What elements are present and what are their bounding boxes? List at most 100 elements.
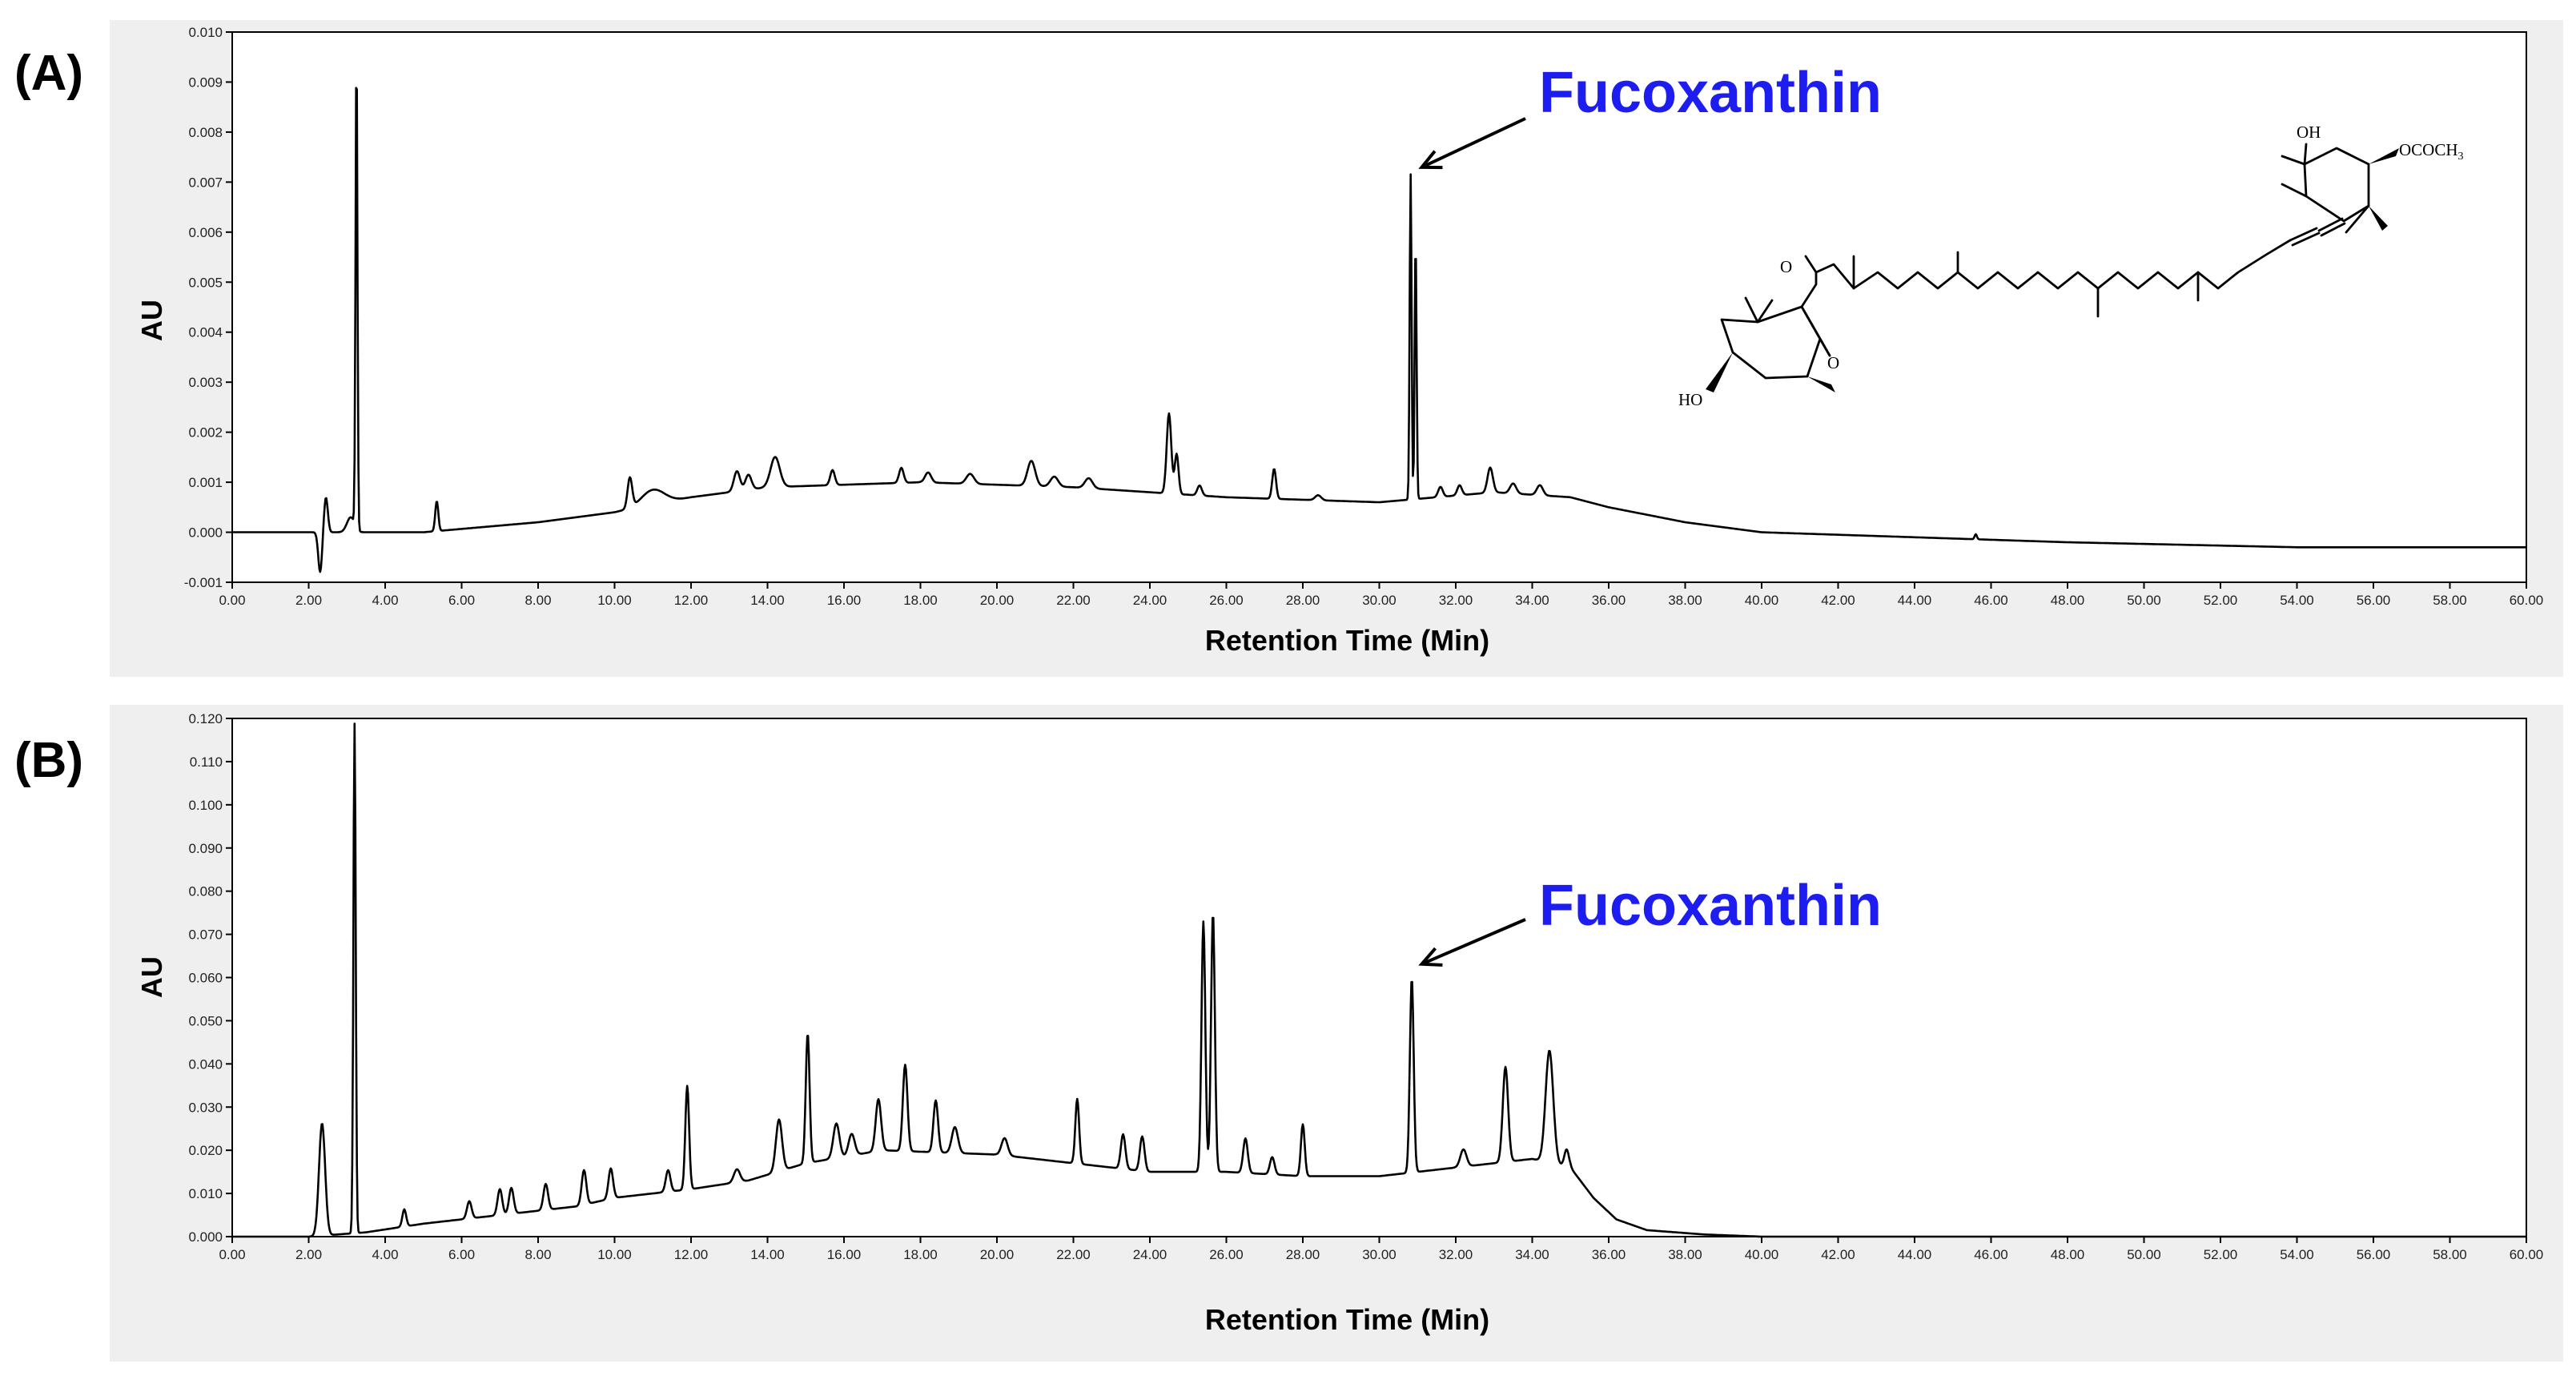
- x-tick-label: 52.00: [2204, 593, 2238, 608]
- panel-label: (B): [14, 733, 83, 788]
- x-tick-label: 8.00: [524, 593, 551, 608]
- y-tick-label: 0.007: [188, 175, 223, 190]
- x-tick-label: 18.00: [903, 1247, 938, 1262]
- x-tick-label: 28.00: [1286, 1247, 1320, 1262]
- y-axis-label: AU: [135, 956, 168, 998]
- y-tick-label: 0.009: [188, 74, 223, 90]
- x-tick-label: 24.00: [1133, 1247, 1167, 1262]
- x-tick-label: 12.00: [674, 1247, 709, 1262]
- x-tick-label: 50.00: [2127, 1247, 2161, 1262]
- panel-label: (A): [14, 46, 83, 101]
- x-tick-label: 32.00: [1439, 593, 1473, 608]
- x-tick-label: 34.00: [1515, 593, 1549, 608]
- x-tick-label: 22.00: [1056, 593, 1091, 608]
- x-tick-label: 44.00: [1898, 1247, 1932, 1262]
- x-tick-label: 24.00: [1133, 593, 1167, 608]
- x-tick-label: 44.00: [1898, 593, 1932, 608]
- y-tick-label: 0.080: [188, 884, 223, 899]
- y-tick-label: 0.110: [190, 754, 223, 770]
- y-tick-label: 0.002: [188, 425, 223, 441]
- ring-methyl-1: [1744, 296, 1759, 324]
- ring-methyl-2: [1756, 299, 1774, 324]
- x-tick-label: 2.00: [295, 593, 322, 608]
- x-tick-label: 48.00: [2051, 593, 2085, 608]
- y-tick-label: 0.070: [188, 927, 223, 943]
- x-tick-label: 26.00: [1209, 1247, 1244, 1262]
- x-tick-label: 2.00: [295, 1247, 322, 1262]
- x-tick-label: 34.00: [1515, 1247, 1549, 1262]
- y-tick-label: 0.005: [188, 275, 223, 290]
- fucoxanthin-annotation: Fucoxanthin: [1539, 874, 1882, 938]
- x-tick-label: 6.00: [448, 593, 475, 608]
- annotation-arrow: [1421, 918, 1526, 966]
- panel-b: 0.000 0.010 0.020 0.030 0.040 0.050 0.060 0.070…: [14, 705, 2563, 1362]
- x-tick-label: 54.00: [2280, 593, 2314, 608]
- x-tick-label: 56.00: [2357, 593, 2391, 608]
- x-tick-label: 36.00: [1592, 1247, 1626, 1262]
- x-tick-label: 46.00: [1974, 593, 2008, 608]
- x-tick-label: 14.00: [750, 593, 785, 608]
- allene-bond-2: [2317, 217, 2344, 232]
- y-tick-label: 0.120: [188, 711, 223, 726]
- x-tick-label: 38.00: [1668, 1247, 1702, 1262]
- x-tick-label: 4.00: [372, 593, 398, 608]
- x-tick-label: 58.00: [2433, 593, 2467, 608]
- x-tick-label: 60.00: [2510, 593, 2544, 608]
- y-tick-label: 0.090: [188, 841, 223, 856]
- structure-inset: HO O O OH OCOCH3: [1653, 123, 2495, 445]
- y-tick-label: 0.000: [188, 525, 223, 541]
- chromatogram-trace: [231, 87, 2527, 573]
- right-ring-methyl-3: [2281, 155, 2306, 166]
- x-tick-label: 48.00: [2051, 1247, 2085, 1262]
- y-tick-label: 0.001: [188, 475, 223, 490]
- y-tick-label: 0.008: [188, 125, 223, 140]
- y-tick-label: 0.050: [188, 1013, 223, 1028]
- x-tick-label: 32.00: [1439, 1247, 1473, 1262]
- x-tick-label: 6.00: [448, 1247, 475, 1262]
- annotation-arrow: [1421, 117, 1526, 169]
- fucoxanthin-annotation: Fucoxanthin: [1539, 61, 1882, 125]
- x-tick-label: 58.00: [2433, 1247, 2467, 1262]
- x-tick-label: 36.00: [1592, 593, 1626, 608]
- structure-box: [1653, 132, 2495, 445]
- right-ring-methyl-1: [2281, 183, 2308, 198]
- x-tick-label: 10.00: [597, 1247, 632, 1262]
- x-tick-label: 56.00: [2357, 1247, 2391, 1262]
- ho-wedge: [1706, 352, 1733, 392]
- x-tick-label: 4.00: [372, 1247, 398, 1262]
- y-tick-label: 0.003: [188, 375, 223, 390]
- x-tick-label: 0.00: [219, 1247, 245, 1262]
- y-tick-label: 0.030: [188, 1100, 223, 1115]
- epoxide-bond-2: [1818, 337, 1831, 357]
- x-tick-label: 42.00: [1821, 1247, 1855, 1262]
- y-tick-label: 0.020: [188, 1143, 223, 1158]
- y-tick-label: 0.100: [188, 798, 223, 813]
- x-tick-label: 40.00: [1745, 1247, 1779, 1262]
- x-tick-label: 20.00: [980, 593, 1015, 608]
- x-tick-label: 46.00: [1974, 1247, 2008, 1262]
- x-tick-label: 18.00: [903, 593, 938, 608]
- x-tick-label: 12.00: [674, 593, 709, 608]
- x-tick-label: 30.00: [1362, 593, 1397, 608]
- ho-label: HO: [1678, 390, 1702, 409]
- polyene-chain: [1800, 239, 2292, 308]
- allene-bond-1: [2289, 227, 2318, 242]
- oh-label: OH: [2297, 123, 2321, 142]
- x-tick-label: 22.00: [1056, 1247, 1091, 1262]
- x-tick-label: 40.00: [1745, 593, 1779, 608]
- x-tick-label: 8.00: [524, 1247, 551, 1262]
- acetate-label: OCOCH3: [2399, 140, 2464, 163]
- annotation-arrowhead: [1418, 947, 1443, 967]
- ketone-bond: [1804, 255, 1818, 274]
- x-tick-label: 52.00: [2204, 1247, 2238, 1262]
- fucoxanthin-structure-drawing: HO O O OH OCOCH3: [1678, 123, 2464, 409]
- y-tick-label: 0.010: [188, 25, 223, 40]
- y-tick-label: 0.040: [188, 1056, 223, 1072]
- allene-bond-1b: [2291, 231, 2321, 247]
- x-axis-label: Retention Time (Min): [1205, 624, 1489, 657]
- x-tick-label: 14.00: [750, 1247, 785, 1262]
- x-tick-label: 20.00: [980, 1247, 1015, 1262]
- x-tick-label: 60.00: [2510, 1247, 2544, 1262]
- oh-bond: [2303, 143, 2308, 166]
